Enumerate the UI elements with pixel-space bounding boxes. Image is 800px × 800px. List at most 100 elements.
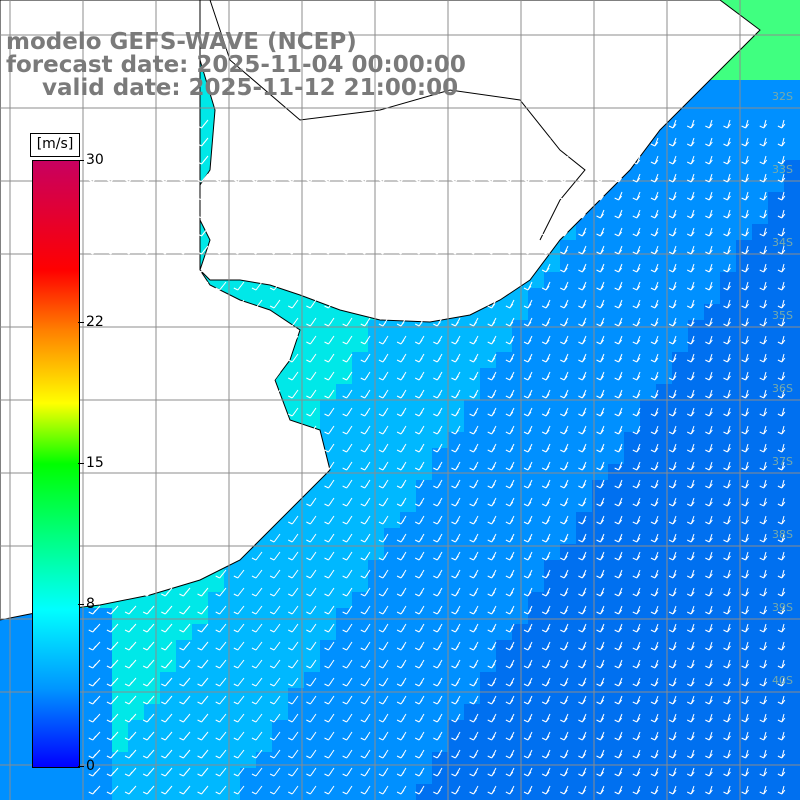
- field-cell: [688, 256, 704, 272]
- wind-arrow: [469, 335, 479, 345]
- wind-arrow: [378, 119, 389, 129]
- wind-arrow: [759, 425, 768, 435]
- field-cell: [528, 784, 544, 800]
- field-cell: [720, 400, 736, 416]
- wind-arrow: [487, 731, 497, 741]
- wind-arrow: [541, 641, 551, 651]
- wind-arrow: [288, 281, 299, 291]
- field-cell: [704, 240, 720, 256]
- wind-arrow: [451, 515, 461, 525]
- field-cell: [368, 608, 384, 624]
- field-cell: [544, 368, 560, 384]
- field-cell: [560, 320, 576, 336]
- field-cell: [736, 416, 752, 432]
- wind-arrow: [560, 677, 569, 687]
- wind-arrow: [324, 659, 335, 669]
- wind-arrow: [88, 695, 101, 705]
- field-cell: [400, 432, 416, 448]
- wind-arrow: [360, 677, 371, 687]
- wind-arrow: [378, 515, 389, 525]
- field-cell: [560, 672, 576, 688]
- field-cell: [0, 656, 16, 672]
- wind-arrow: [269, 209, 281, 219]
- wind-arrow: [269, 389, 281, 399]
- wind-arrow: [324, 533, 335, 543]
- field-cell: [784, 528, 800, 544]
- field-cell: [720, 160, 736, 176]
- wind-arrow: [215, 443, 227, 453]
- field-cell: [624, 560, 640, 576]
- field-cell: [752, 416, 768, 432]
- wind-arrow: [741, 371, 750, 381]
- wind-arrow: [741, 587, 750, 597]
- field-cell: [528, 464, 544, 480]
- field-cell: [448, 352, 464, 368]
- field-cell: [496, 656, 512, 672]
- wind-arrow: [433, 515, 443, 525]
- field-cell: [528, 496, 544, 512]
- wind-arrow: [560, 299, 569, 309]
- field-cell: [608, 304, 624, 320]
- wind-arrow: [414, 371, 425, 381]
- field-cell: [640, 480, 656, 496]
- field-cell: [384, 336, 400, 352]
- field-cell: [480, 336, 496, 352]
- field-cell: [528, 400, 544, 416]
- field-cell: [352, 624, 368, 640]
- wind-arrow: [288, 191, 299, 201]
- wind-arrow: [541, 245, 551, 255]
- wind-arrow: [705, 317, 713, 327]
- field-cell: [736, 112, 752, 128]
- field-cell: [368, 336, 384, 352]
- field-cell: [0, 672, 16, 688]
- wind-arrow: [233, 281, 245, 291]
- wind-arrow: [342, 119, 353, 129]
- wind-arrow: [578, 191, 587, 201]
- field-cell: [784, 656, 800, 672]
- wind-arrow: [686, 677, 695, 687]
- field-cell: [576, 448, 592, 464]
- field-cell: [400, 624, 416, 640]
- wind-arrow: [251, 353, 263, 363]
- field-cell: [320, 544, 336, 560]
- field-cell: [384, 752, 400, 768]
- wind-arrow: [378, 317, 389, 327]
- wind-arrow: [124, 407, 137, 417]
- wind-arrow: [233, 407, 245, 417]
- field-cell: [720, 512, 736, 528]
- field-cell: [16, 768, 32, 784]
- field-cell: [224, 784, 240, 800]
- wind-arrow: [759, 659, 768, 669]
- field-cell: [432, 416, 448, 432]
- field-cell: [672, 480, 688, 496]
- field-cell: [448, 592, 464, 608]
- wind-arrow: [523, 443, 533, 453]
- field-cell: [752, 576, 768, 592]
- wind-arrow: [378, 641, 389, 651]
- wind-arrow: [487, 497, 497, 507]
- field-cell: [704, 144, 720, 160]
- field-cell: [448, 416, 464, 432]
- field-cell: [608, 272, 624, 288]
- field-cell: [576, 304, 592, 320]
- wind-arrow: [650, 623, 659, 633]
- field-cell: [496, 608, 512, 624]
- wind-arrow: [161, 641, 173, 651]
- wind-arrow: [414, 785, 425, 795]
- wind-arrow: [686, 263, 695, 273]
- wind-arrow: [142, 569, 155, 579]
- wind-arrow: [215, 281, 227, 291]
- field-cell: [576, 672, 592, 688]
- wind-arrow: [705, 731, 713, 741]
- wind-arrow: [741, 173, 750, 183]
- field-cell: [560, 752, 576, 768]
- wind-arrow: [523, 281, 533, 291]
- wind-arrow: [650, 569, 659, 579]
- field-cell: [432, 400, 448, 416]
- wind-arrow: [523, 263, 533, 273]
- wind-arrow: [487, 191, 497, 201]
- wind-arrow: [179, 155, 191, 165]
- field-cell: [16, 672, 32, 688]
- field-cell: [672, 320, 688, 336]
- wind-arrow: [124, 713, 137, 723]
